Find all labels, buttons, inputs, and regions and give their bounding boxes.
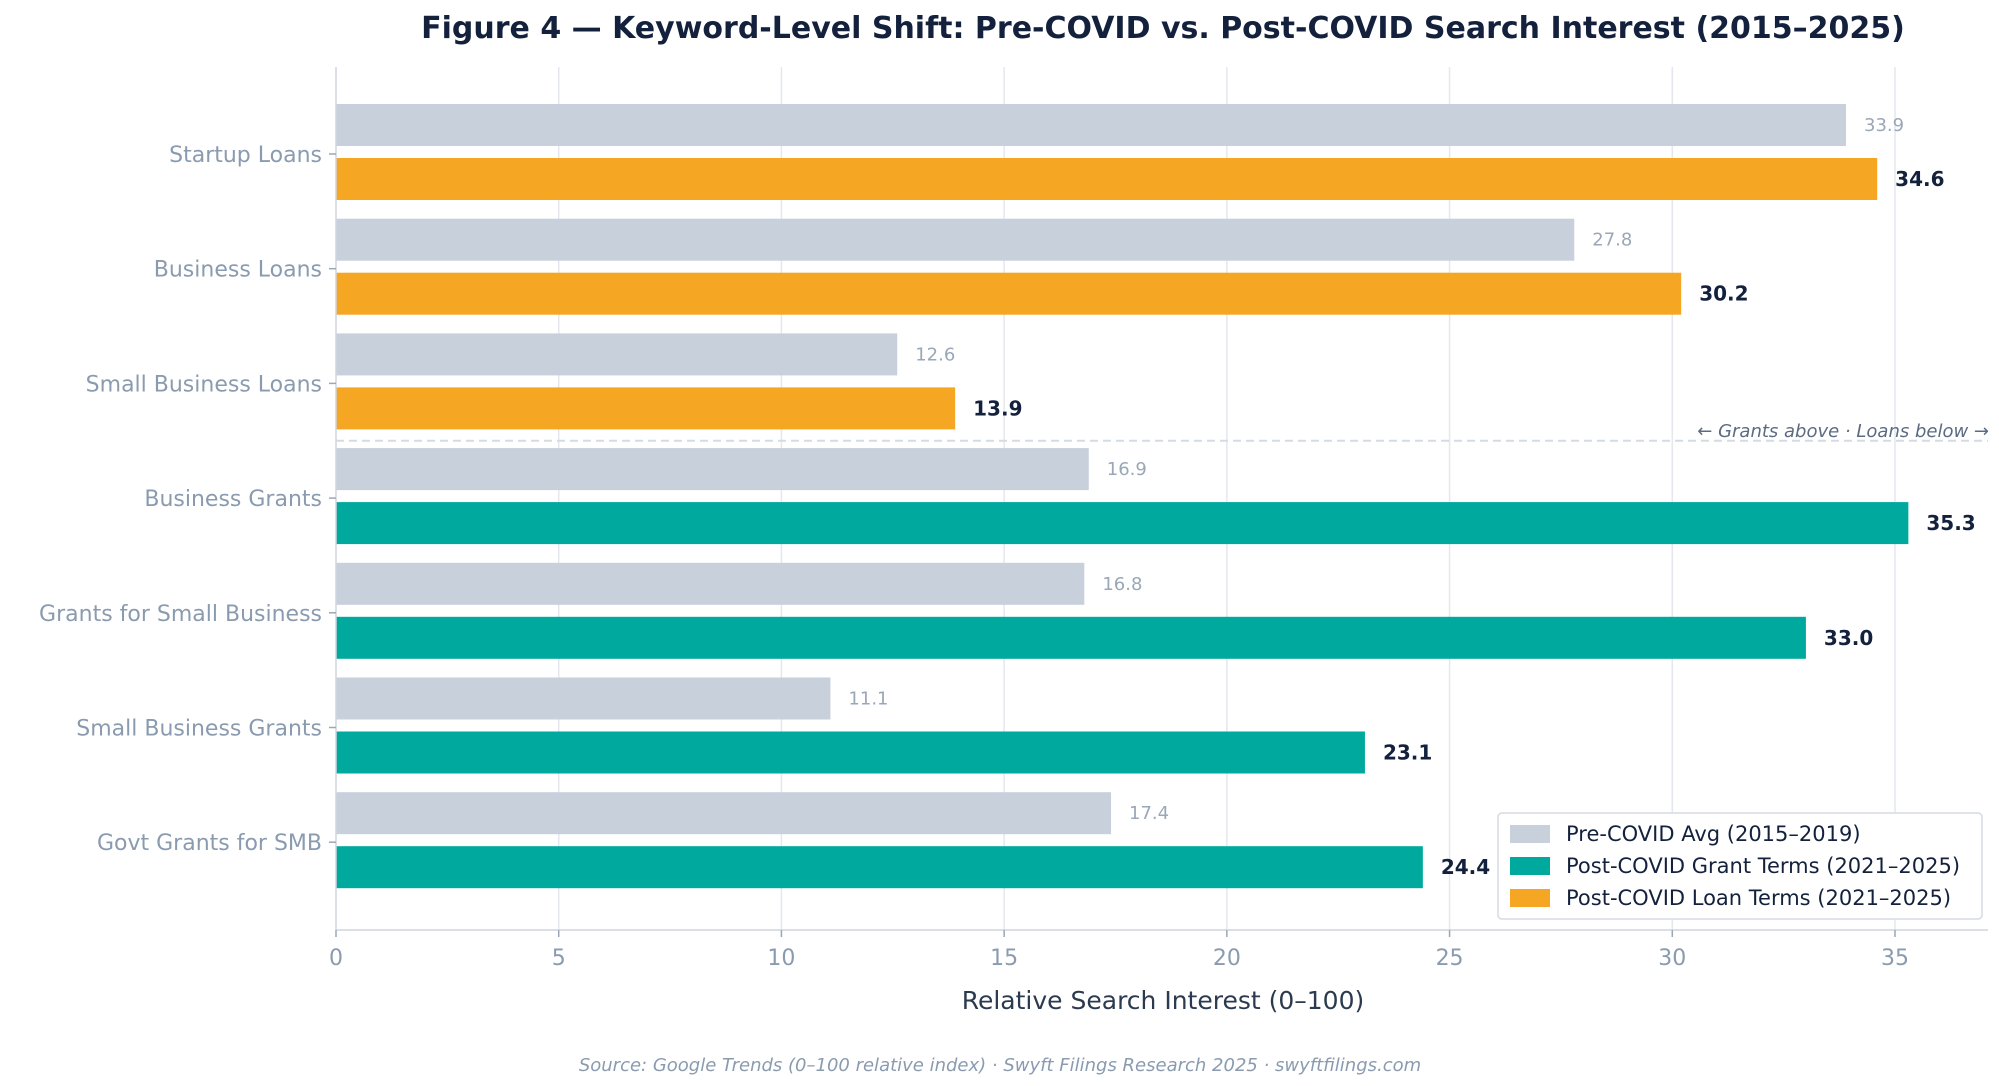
value-label-pre-covid: 11.1 bbox=[848, 689, 888, 710]
chart-title: Figure 4 — Keyword-Level Shift: Pre-COVI… bbox=[421, 11, 1905, 46]
x-tick-label: 0 bbox=[329, 946, 343, 971]
legend-swatch-3 bbox=[1510, 889, 1550, 907]
bar-post-covid-small-business-grants bbox=[336, 731, 1365, 774]
x-tick-label: 35 bbox=[1881, 946, 1909, 971]
bar-pre-covid-business-grants bbox=[336, 448, 1089, 491]
value-label-pre-covid: 16.9 bbox=[1107, 459, 1147, 480]
value-label-post-covid: 23.1 bbox=[1383, 741, 1432, 765]
value-label-post-covid: 13.9 bbox=[973, 396, 1022, 420]
value-label-pre-covid: 17.4 bbox=[1129, 803, 1169, 824]
x-tick-label: 5 bbox=[552, 946, 566, 971]
category-label-small-business-loans: Small Business Loans bbox=[86, 372, 322, 397]
legend-label-3: Post-COVID Loan Terms (2021–2025) bbox=[1566, 886, 1951, 910]
category-label-govt-grants-for-smb: Govt Grants for SMB bbox=[97, 831, 322, 856]
x-axis-label: Relative Search Interest (0–100) bbox=[962, 986, 1365, 1015]
value-label-pre-covid: 33.9 bbox=[1864, 115, 1904, 136]
x-tick-label: 15 bbox=[990, 946, 1018, 971]
grid-lines bbox=[336, 67, 1988, 930]
bar-pre-covid-startup-loans bbox=[336, 104, 1847, 146]
legend: Pre-COVID Avg (2015–2019) Post-COVID Gran… bbox=[1497, 812, 1983, 920]
axes: 0 5 10 15 20 25 30 35 Startup Loans Business Loan… bbox=[39, 67, 1988, 971]
x-tick-label: 30 bbox=[1658, 946, 1686, 971]
value-label-post-covid: 35.3 bbox=[1926, 511, 1975, 535]
bar-pre-covid-business-loans bbox=[336, 218, 1575, 261]
value-label-post-covid: 30.2 bbox=[1699, 282, 1748, 306]
bar-pre-covid-govt-grants-for-smb bbox=[336, 792, 1112, 835]
value-label-pre-covid: 27.8 bbox=[1592, 230, 1632, 251]
grants-loans-annotation: ← Grants above · Loans below → bbox=[1697, 421, 1989, 442]
legend-label-1: Pre-COVID Avg (2015–2019) bbox=[1566, 822, 1861, 846]
category-label-grants-for-small-business: Grants for Small Business bbox=[39, 602, 322, 627]
value-label-post-covid: 24.4 bbox=[1441, 855, 1490, 879]
legend-swatch-1 bbox=[1510, 825, 1550, 843]
x-tick-label: 25 bbox=[1436, 946, 1464, 971]
bar-pre-covid-grants-for-small-business bbox=[336, 562, 1085, 605]
category-label-business-loans: Business Loans bbox=[154, 258, 322, 283]
value-label-post-covid: 34.6 bbox=[1895, 167, 1944, 191]
bar-pre-covid-small-business-loans bbox=[336, 333, 898, 376]
value-label-post-covid: 33.0 bbox=[1824, 626, 1873, 650]
bar-post-covid-small-business-loans bbox=[336, 387, 956, 430]
x-tick-label: 10 bbox=[767, 946, 795, 971]
bar-post-covid-govt-grants-for-smb bbox=[336, 846, 1423, 889]
bar-post-covid-business-loans bbox=[336, 272, 1682, 315]
category-label-small-business-grants: Small Business Grants bbox=[76, 717, 322, 742]
value-label-pre-covid: 12.6 bbox=[915, 344, 955, 365]
x-tick-label: 20 bbox=[1213, 946, 1241, 971]
bars: 33.9 34.6 27.8 30.2 12.6 13.9 16.9 35.3 16.8 33.0… bbox=[336, 104, 1976, 889]
legend-swatch-2 bbox=[1510, 857, 1550, 875]
category-label-business-grants: Business Grants bbox=[144, 487, 322, 512]
bar-pre-covid-small-business-grants bbox=[336, 677, 831, 720]
legend-label-2: Post-COVID Grant Terms (2021–2025) bbox=[1566, 854, 1960, 878]
bar-post-covid-startup-loans bbox=[336, 158, 1878, 200]
source-note: Source: Google Trends (0–100 relative in… bbox=[579, 1055, 1421, 1076]
legend-box bbox=[1497, 812, 1983, 920]
bar-post-covid-grants-for-small-business bbox=[336, 616, 1806, 659]
category-label-startup-loans: Startup Loans bbox=[169, 143, 322, 168]
bar-post-covid-business-grants bbox=[336, 502, 1909, 545]
value-label-pre-covid: 16.8 bbox=[1102, 574, 1142, 595]
